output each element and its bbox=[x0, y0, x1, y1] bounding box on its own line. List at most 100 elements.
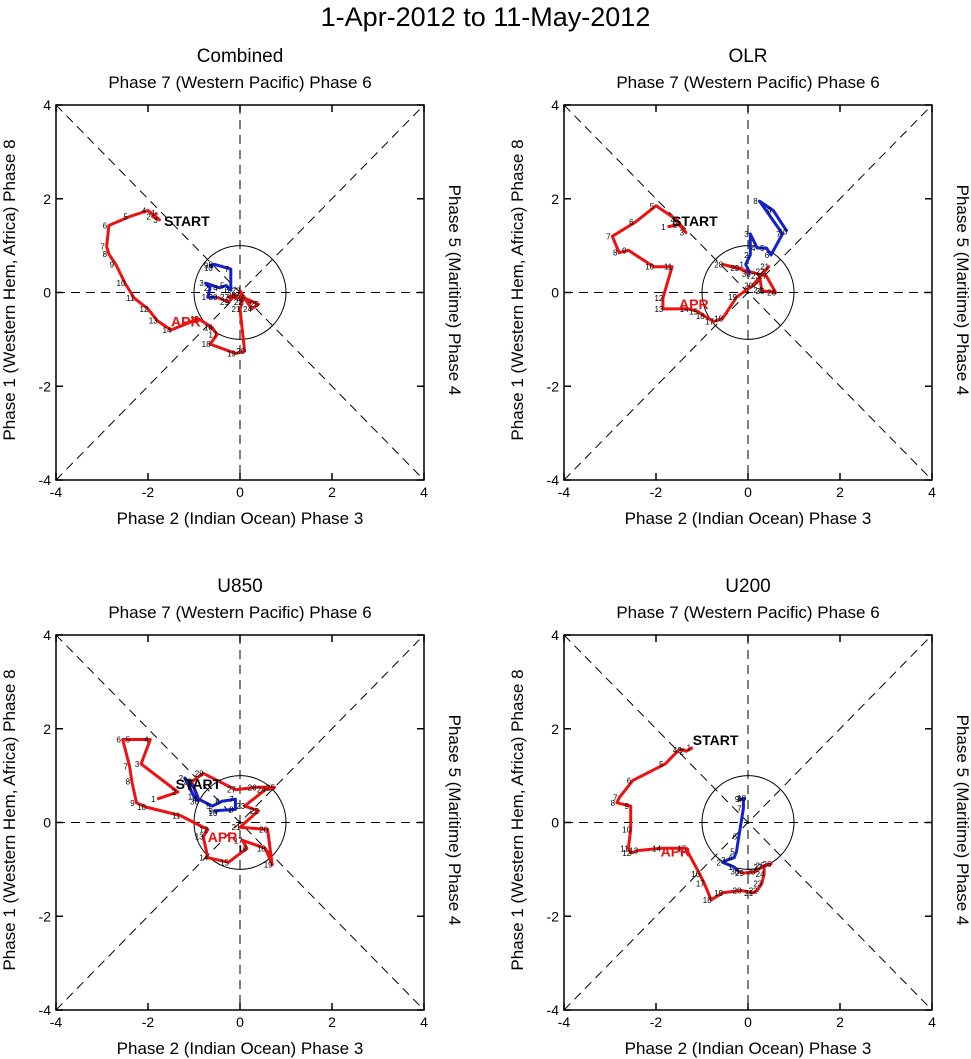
series-line-apr bbox=[615, 746, 773, 902]
series-line-may bbox=[721, 796, 747, 873]
day-label: 1 bbox=[202, 293, 207, 302]
day-label: 29 bbox=[730, 264, 739, 273]
day-label: 3 bbox=[153, 216, 158, 225]
day-label: 15 bbox=[190, 315, 199, 324]
day-label: 23 bbox=[753, 879, 762, 888]
day-label: 3 bbox=[135, 760, 140, 769]
y-tick-label: 4 bbox=[43, 97, 51, 113]
day-label: 4 bbox=[142, 206, 147, 215]
x-tick-label: 2 bbox=[836, 484, 844, 500]
day-label: 3 bbox=[744, 230, 749, 239]
day-label: 25 bbox=[756, 287, 765, 296]
day-label: 30 bbox=[190, 797, 199, 806]
day-label: 15 bbox=[677, 844, 686, 853]
day-label: 30 bbox=[730, 868, 739, 877]
day-label: 16 bbox=[238, 844, 247, 853]
day-label: 8 bbox=[229, 805, 234, 814]
day-label: 6 bbox=[629, 218, 634, 227]
day-label: 7 bbox=[100, 243, 105, 252]
day-label: 1 bbox=[151, 209, 156, 218]
x-axis-label: Phase 2 (Indian Ocean) Phase 3 bbox=[116, 509, 364, 528]
y-tick-label: 0 bbox=[43, 285, 51, 301]
day-label: 10 bbox=[137, 803, 146, 812]
day-label: 15 bbox=[220, 858, 229, 867]
day-label: 9 bbox=[735, 795, 740, 804]
day-label: 4 bbox=[213, 284, 218, 293]
day-label: 3 bbox=[199, 279, 204, 288]
right-axis-label: Phase 5 (Maritime) Phase 4 bbox=[953, 184, 971, 396]
day-label: 29 bbox=[183, 778, 192, 787]
x-tick-label: -2 bbox=[142, 1014, 155, 1030]
x-axis-label: Phase 2 (Indian Ocean) Phase 3 bbox=[116, 1039, 364, 1058]
day-label: 1 bbox=[661, 223, 666, 232]
day-label: 30 bbox=[209, 293, 218, 302]
day-label: 12 bbox=[199, 826, 208, 835]
day-label: 6 bbox=[733, 833, 738, 842]
day-label: 24 bbox=[753, 286, 762, 295]
day-label: 17 bbox=[705, 318, 714, 327]
day-label: 18 bbox=[703, 896, 712, 905]
day-label: 22 bbox=[234, 298, 243, 307]
day-label: 28 bbox=[195, 769, 204, 778]
day-label: 10 bbox=[209, 809, 218, 818]
y-axis-label: Phase 1 (Western Hem, Africa) Phase 8 bbox=[0, 139, 19, 441]
y-tick-label: 4 bbox=[551, 627, 559, 643]
day-label: 5 bbox=[730, 848, 735, 857]
day-label: 28 bbox=[746, 868, 755, 877]
x-tick-label: -2 bbox=[650, 484, 663, 500]
day-label: 26 bbox=[236, 294, 245, 303]
top-axis-label: Phase 7 (Western Pacific) Phase 6 bbox=[108, 603, 372, 622]
amplitude-circle bbox=[701, 775, 795, 870]
series-line-may bbox=[183, 776, 237, 815]
day-label: 5 bbox=[126, 736, 131, 745]
day-label: 27 bbox=[227, 786, 236, 795]
day-label: 7 bbox=[606, 232, 611, 241]
day-label: 8 bbox=[613, 249, 618, 258]
day-label: 9 bbox=[624, 802, 629, 811]
day-label: 7 bbox=[229, 795, 234, 804]
series-line-apr bbox=[121, 738, 276, 867]
start-label: START bbox=[693, 732, 739, 748]
day-label: 6 bbox=[215, 797, 220, 806]
day-label: 7 bbox=[776, 230, 781, 239]
x-tick-label: 4 bbox=[928, 1014, 936, 1030]
day-label: 24 bbox=[243, 305, 252, 314]
panel-olr: OLR Phase 7 (Western Pacific) Phase 6 -4… bbox=[508, 0, 971, 528]
panel-title: U850 bbox=[217, 576, 263, 597]
y-tick-label: -2 bbox=[547, 378, 560, 394]
y-tick-label: -2 bbox=[39, 908, 52, 924]
x-tick-label: 2 bbox=[328, 1014, 336, 1030]
day-label: 19 bbox=[264, 861, 273, 870]
day-label: 21 bbox=[232, 823, 241, 832]
amplitude-circle bbox=[193, 245, 287, 340]
y-tick-label: -2 bbox=[547, 908, 560, 924]
day-label: 17 bbox=[209, 331, 218, 340]
day-label: 27 bbox=[753, 863, 762, 872]
day-label: 2 bbox=[716, 858, 721, 867]
day-label: 9 bbox=[204, 261, 209, 270]
day-label: 1 bbox=[151, 795, 156, 804]
top-axis-label: Phase 7 (Western Pacific) Phase 6 bbox=[616, 603, 880, 622]
right-axis-label: Phase 5 (Maritime) Phase 4 bbox=[953, 714, 971, 926]
day-label: 26 bbox=[763, 860, 772, 869]
day-label: 23 bbox=[232, 287, 241, 296]
x-tick-label: 0 bbox=[236, 1014, 244, 1030]
y-tick-label: -2 bbox=[39, 378, 52, 394]
day-label: 11 bbox=[126, 294, 135, 303]
day-label: 25 bbox=[756, 862, 765, 871]
x-tick-label: 4 bbox=[420, 1014, 428, 1030]
day-label: 2 bbox=[179, 774, 184, 783]
day-label: 11 bbox=[620, 844, 629, 853]
day-label: 18 bbox=[714, 314, 723, 323]
day-label: 10 bbox=[204, 264, 213, 273]
day-label: 16 bbox=[204, 324, 213, 333]
day-label: 2 bbox=[680, 747, 685, 756]
y-tick-label: -4 bbox=[547, 1002, 560, 1018]
x-axis-label: Phase 2 (Indian Ocean) Phase 3 bbox=[624, 509, 872, 528]
day-label: 8 bbox=[611, 799, 616, 808]
day-label: 25 bbox=[266, 783, 275, 792]
day-label: 28 bbox=[714, 260, 723, 269]
